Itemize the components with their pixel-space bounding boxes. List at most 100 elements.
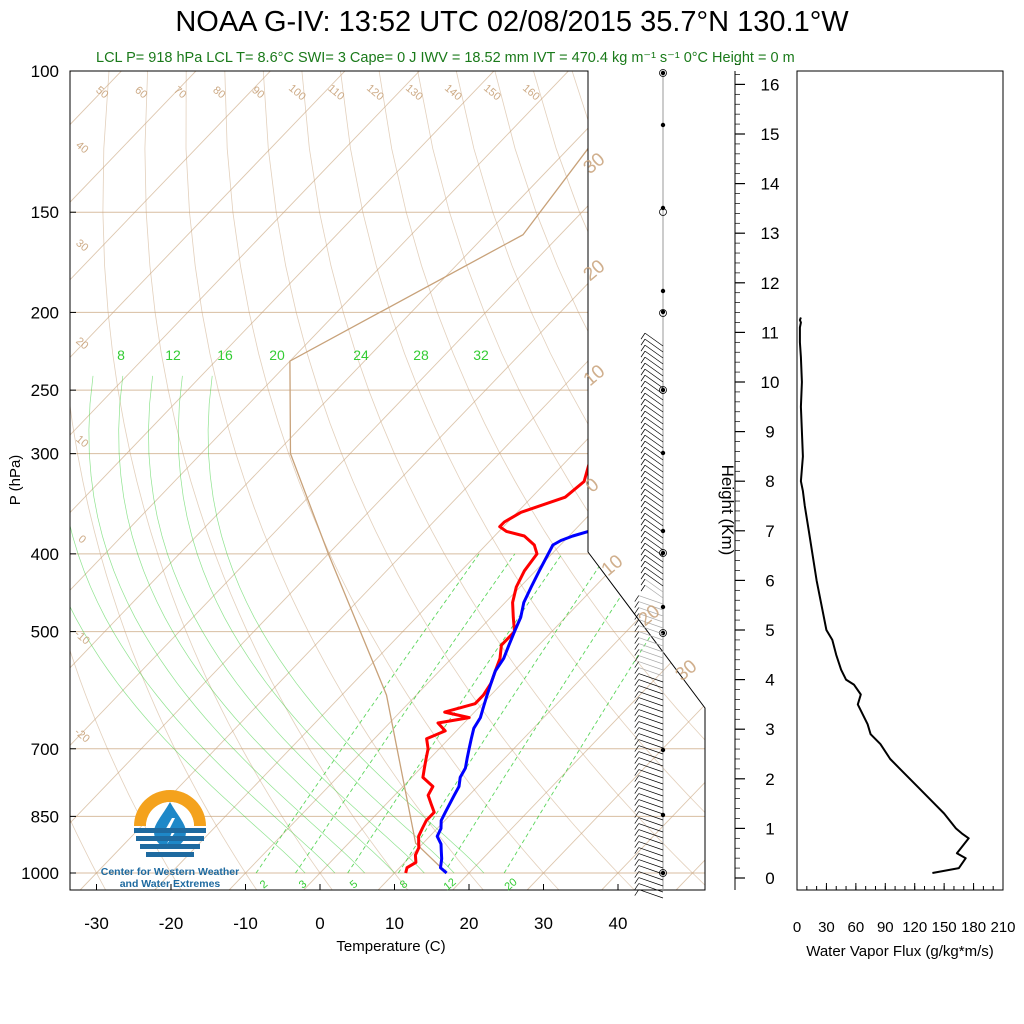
wind-barb-flag (640, 362, 646, 370)
wind-barb-flag (640, 566, 646, 574)
wind-barb (638, 883, 664, 893)
wind-barb (644, 572, 664, 587)
wind-barb-dot (660, 205, 666, 211)
moist-adiabat (88, 375, 365, 874)
wind-barb-flag (640, 464, 646, 472)
wind-barb (644, 386, 664, 401)
height-tick-label: 12 (761, 274, 780, 293)
wind-barb-flag (640, 470, 646, 478)
wind-barb (638, 739, 664, 749)
chart-subtitle: LCL P= 918 hPa LCL T= 8.6°C SWI= 3 Cape=… (96, 50, 795, 66)
isotherm-line (303, 71, 705, 890)
dry-adiabat (301, 71, 705, 890)
wind-barb-dot (660, 122, 666, 128)
wind-barb (644, 524, 664, 539)
wind-barb-flag (634, 607, 640, 614)
dry-adiabat (842, 71, 1024, 890)
wind-barb-flag (634, 727, 640, 734)
wind-barb-flag (640, 380, 646, 388)
wind-barb (638, 823, 664, 833)
wind-barb (644, 368, 664, 383)
wind-barb-dot (660, 450, 666, 456)
wind-barb-dot (660, 550, 666, 556)
wind-barb (638, 709, 664, 719)
wind-barb (644, 392, 664, 407)
isotherm-line (70, 71, 455, 890)
wind-barb (638, 595, 664, 605)
flux-profile (798, 317, 970, 874)
isotherm-right-label: 20 (580, 256, 610, 286)
isotherm-right-label: 10 (598, 551, 628, 581)
wind-barb (638, 871, 664, 881)
flux-x-tick-label: 210 (990, 919, 1015, 936)
wind-barb (638, 811, 664, 821)
x-tick-label: -30 (84, 914, 109, 933)
wind-barb-flag (634, 679, 640, 686)
wind-barb-flag (634, 601, 640, 608)
wind-barb (644, 440, 664, 455)
flux-x-tick-label: 150 (932, 919, 957, 936)
wind-barb-flag (634, 643, 640, 650)
isotherm-left-label: 30 (73, 237, 90, 254)
wind-barb (638, 799, 664, 809)
y-tick-label: 400 (31, 545, 59, 564)
wind-barb (638, 655, 664, 665)
dewpoint-profile (435, 354, 705, 875)
isotherm-line (377, 71, 705, 890)
isotherm-line (70, 71, 306, 890)
y-tick-label: 250 (31, 381, 59, 400)
wind-barb-flag (634, 781, 640, 788)
y-tick-label: 850 (31, 807, 59, 826)
wind-barb (638, 613, 664, 623)
isotherm-right-label: 20 (635, 601, 665, 631)
wind-barb-flag (634, 691, 640, 698)
height-tick-label: 0 (765, 869, 774, 888)
wind-barb (644, 482, 664, 497)
wind-barb-flag (634, 769, 640, 776)
wind-barb (638, 865, 664, 875)
wind-barb-flag (640, 338, 646, 346)
x-axis-label: Temperature (C) (336, 938, 445, 955)
isotherm-left-label: 0 (76, 533, 88, 546)
wind-barb (644, 542, 664, 557)
wind-barb-flag (634, 805, 640, 812)
wind-barb-dot (660, 387, 666, 393)
wind-barb (644, 410, 664, 425)
dry-adiabat (610, 71, 705, 890)
isotherm-top-label: 160 (520, 82, 542, 103)
dry-adiabat (417, 71, 705, 890)
moist-adiabat (177, 375, 455, 874)
isotherm-line (70, 71, 530, 890)
wind-barb (644, 500, 664, 515)
isotherm-line (70, 71, 604, 890)
moist-adiabat (207, 375, 485, 874)
isotherm-top-label: 140 (442, 82, 464, 103)
wind-barb-flag (634, 877, 640, 884)
wind-barb (644, 470, 664, 485)
wind-barb (644, 488, 664, 503)
dry-adiabat (144, 71, 409, 890)
wind-barb-flag (634, 709, 640, 716)
wind-barb-flag (640, 536, 646, 544)
wind-barb-flag (640, 398, 646, 406)
height-tick-label: 15 (761, 125, 780, 144)
isotherm-left-label: 20 (73, 335, 90, 352)
wind-barb-flag (634, 757, 640, 764)
wind-barb (644, 344, 664, 359)
isotherm-line (751, 34, 1024, 890)
wind-barb (638, 697, 664, 707)
isotherm-line (228, 71, 705, 890)
height-axis-label: Height (Km) (718, 465, 737, 556)
wind-barb (638, 685, 664, 695)
wind-barb (644, 428, 664, 443)
wind-barb (644, 422, 664, 437)
y-tick-label: 100 (31, 62, 59, 81)
calm-circle (659, 309, 667, 317)
mixing-ratio-label: 32 (473, 347, 489, 363)
wind-barb (638, 649, 664, 659)
wind-barb-flag (634, 637, 640, 644)
wind-barb (638, 733, 664, 743)
wind-barb-dot (660, 630, 666, 636)
wind-barb-flag (640, 434, 646, 442)
